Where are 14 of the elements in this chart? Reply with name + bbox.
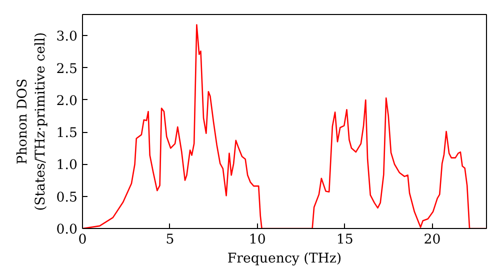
y-tick-label: 2.0	[56, 94, 78, 109]
y-tick-label: 2.5	[56, 62, 78, 77]
y-tick-label: 1.0	[56, 158, 78, 174]
y-tick-label: 0.0	[56, 222, 78, 238]
y-tick-label: 1.5	[56, 126, 78, 142]
x-tick-label: 0	[78, 232, 87, 248]
x-tick-label: 10	[248, 232, 266, 248]
y-tick-label: 0.5	[56, 190, 78, 206]
y-tick-label: 3.0	[56, 30, 78, 45]
y-axis-title: Phonon DOS (States/THz·primitive cell)	[15, 32, 48, 211]
x-tick-label: 5	[166, 232, 174, 248]
x-axis-title: Frequency (THz)	[227, 252, 342, 266]
x-tick-label: 20	[424, 232, 441, 248]
x-tick-label: 15	[336, 232, 354, 248]
